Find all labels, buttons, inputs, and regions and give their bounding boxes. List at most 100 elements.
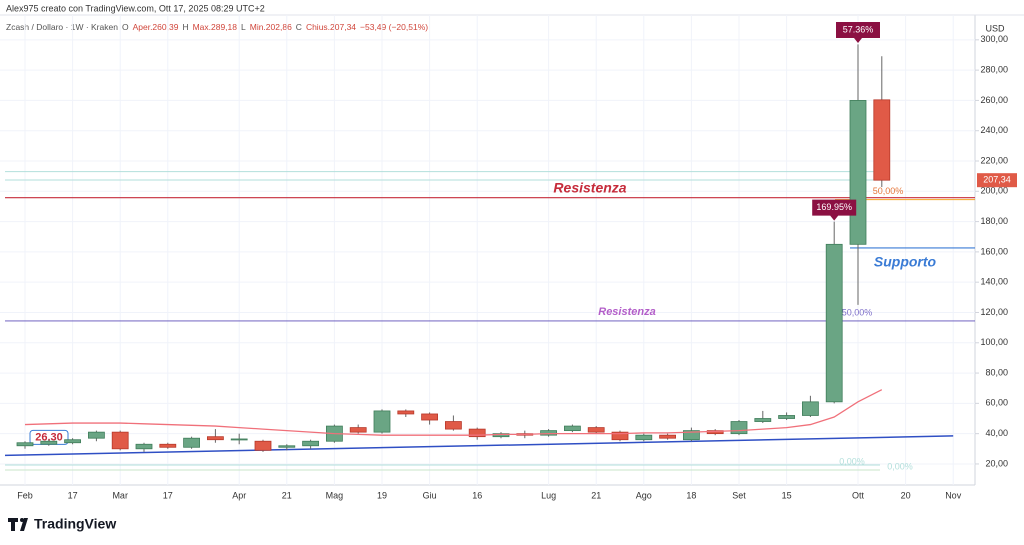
y-tick-label: 200,00 [980,186,1008,196]
ema-line [24,389,883,436]
y-tick-label: 300,00 [980,34,1008,44]
x-tick-label: Ott [852,490,865,500]
fib-label: 0,00% [887,461,913,471]
level-label: Resistenza [553,179,626,195]
candle-body [849,100,867,245]
legend-item: O [122,22,129,32]
y-tick-label: 280,00 [980,65,1008,75]
legend-item: Max.289,18 [193,22,238,32]
legend-item: L [241,22,246,32]
y-tick-label: 220,00 [980,155,1008,165]
x-tick-label: Nov [945,490,962,500]
legend-item: Aper.260,39 [133,22,179,32]
candle-body [587,427,605,433]
y-tick-label: 20,00 [985,458,1008,468]
x-tick-label: 16 [472,490,482,500]
candle-body [254,440,272,451]
candle-body [159,443,177,448]
x-tick-label: Feb [17,490,33,500]
x-tick-label: Lug [541,490,556,500]
fib-label: 50,00% [873,186,904,196]
candle-body [444,421,462,430]
candle-body [754,418,772,422]
legend-item: Chius.207,34 [306,22,356,32]
candle-body [873,99,891,181]
legend-item: Zcash / Dollaro · 1W · Kraken [6,22,118,32]
level-pct: 50,00% [842,307,873,317]
candle-body [373,410,391,433]
candle-body [349,427,367,433]
legend: Zcash / Dollaro · 1W · Kraken O Aper.260,3… [6,22,428,32]
candle-body [611,431,629,441]
x-tick-label: Ago [636,490,652,500]
x-tick-label: Set [732,490,746,500]
x-tick-label: 21 [282,490,292,500]
change-label: 169.95% [816,202,852,212]
candle-body [778,415,795,419]
candle-body [659,434,676,439]
candle-body [302,440,320,447]
y-tick-label: 240,00 [980,125,1008,135]
trendline-label: 26,30 [35,431,63,443]
candle-body [230,438,248,441]
candle-body [468,428,486,438]
logo-dot [20,518,24,522]
legend-item: Min.202,86 [250,22,292,32]
candle-body [730,421,748,435]
x-tick-label: 21 [591,490,601,500]
candle-body [421,413,439,421]
fib-label: 0,00% [839,456,865,466]
candle-body [802,401,819,416]
brand: TradingView [34,516,116,532]
level-label: Resistenza [598,306,655,318]
legend-item: −53,49 (−20,51%) [360,22,428,32]
candle-body [40,440,58,445]
level-label: Supporto [874,254,937,270]
x-tick-label: 17 [68,490,78,500]
last-price-label: 207,34 [983,175,1011,185]
y-tick-label: 160,00 [980,246,1008,256]
candle-body [397,410,415,415]
x-tick-label: Mar [112,490,128,500]
candle-body [564,425,581,432]
y-tick-label: 260,00 [980,95,1008,105]
y-tick-label: 100,00 [980,337,1008,347]
y-tick-label: 80,00 [985,367,1008,377]
change-label-box [836,22,880,43]
candle-body [278,445,296,448]
candle-body [64,439,81,444]
last-price-box [977,173,1017,188]
candle-body [635,434,653,441]
y-tick-label: 180,00 [980,216,1008,226]
candle-body [88,431,105,439]
x-tick-label: Apr [232,490,246,500]
candle-body [135,443,153,450]
y-tick-label: 60,00 [985,398,1008,408]
x-tick-label: 20 [901,490,911,500]
candle-body [683,430,700,441]
currency: USD [985,23,1005,33]
candle-body [825,243,843,403]
x-tick-label: 15 [782,490,792,500]
x-tick-label: 17 [163,490,173,500]
y-tick-label: 140,00 [980,277,1008,287]
candle-body [540,430,557,436]
change-label: 57.36% [843,24,874,34]
candle-body [206,436,224,441]
y-tick-label: 40,00 [985,428,1008,438]
trendline [4,435,954,457]
x-tick-label: 19 [377,490,387,500]
y-tick-label: 120,00 [980,307,1008,317]
x-tick-label: Mag [326,490,344,500]
brand-logo: TradingView [8,516,116,532]
legend-item: C [296,22,302,32]
legend-item: H [182,22,188,32]
candle-body [183,437,201,448]
x-tick-label: 18 [686,490,696,500]
candle-body [16,442,34,447]
x-tick-label: Giu [423,490,437,500]
candle-body [111,431,129,450]
header: Alex975 creato con TradingView.com, Ott … [6,3,265,13]
